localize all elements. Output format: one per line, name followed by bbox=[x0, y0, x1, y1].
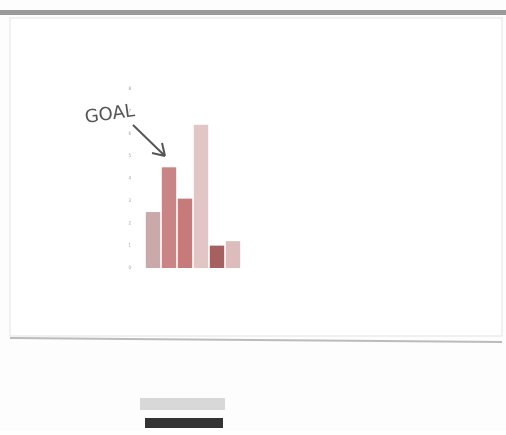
bar bbox=[225, 241, 241, 268]
lower-panel bbox=[140, 398, 225, 410]
board bbox=[9, 17, 503, 337]
y-tick-label: 8 bbox=[128, 86, 131, 91]
y-tick-label: 4 bbox=[128, 176, 131, 181]
bar bbox=[209, 245, 225, 268]
bar bbox=[145, 212, 161, 268]
bar bbox=[177, 198, 193, 268]
y-tick-label: 0 bbox=[128, 265, 131, 270]
y-tick-label: 1 bbox=[128, 243, 131, 248]
y-tick-label: 5 bbox=[128, 153, 131, 158]
y-tick-label: 3 bbox=[128, 198, 131, 203]
bar bbox=[161, 167, 177, 268]
lower-bar bbox=[145, 418, 223, 428]
board-edge bbox=[9, 337, 503, 343]
y-tick-label: 2 bbox=[128, 220, 131, 225]
annotation-arrow bbox=[132, 124, 166, 157]
y-tick-label: 6 bbox=[128, 131, 131, 136]
top-bar bbox=[0, 10, 506, 15]
y-tick-label: 7 bbox=[128, 108, 131, 113]
bar bbox=[193, 124, 209, 268]
